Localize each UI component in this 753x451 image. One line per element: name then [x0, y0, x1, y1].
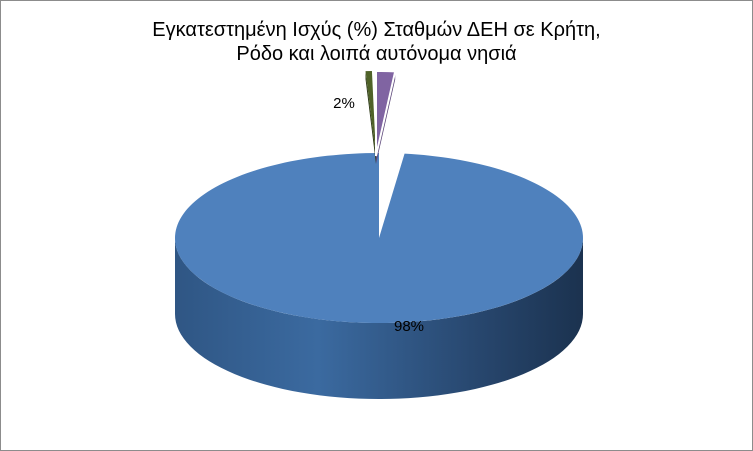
- data-label-small: 2%: [333, 95, 355, 112]
- pie-slice-small-2: [375, 69, 397, 157]
- chart-title-line-1: Εγκατεστημένη Ισχύς (%) Σταθμών ΔΕΗ σε Κ…: [152, 19, 601, 41]
- chart-title-line-2: Ρόδο και λοιπά αυτόνομα νησιά: [236, 43, 517, 65]
- data-label-main: 98%: [394, 318, 424, 335]
- pie-slice-small-1: [365, 71, 376, 156]
- pie-slice-main: [174, 153, 583, 323]
- pie-slice-small-1-side: [365, 71, 376, 164]
- pie-slice-side: [175, 238, 583, 399]
- chart-title: Εγκατεστημένη Ισχύς (%) Σταθμών ΔΕΗ σε Κ…: [0, 18, 753, 66]
- exploded-slices: [365, 69, 397, 164]
